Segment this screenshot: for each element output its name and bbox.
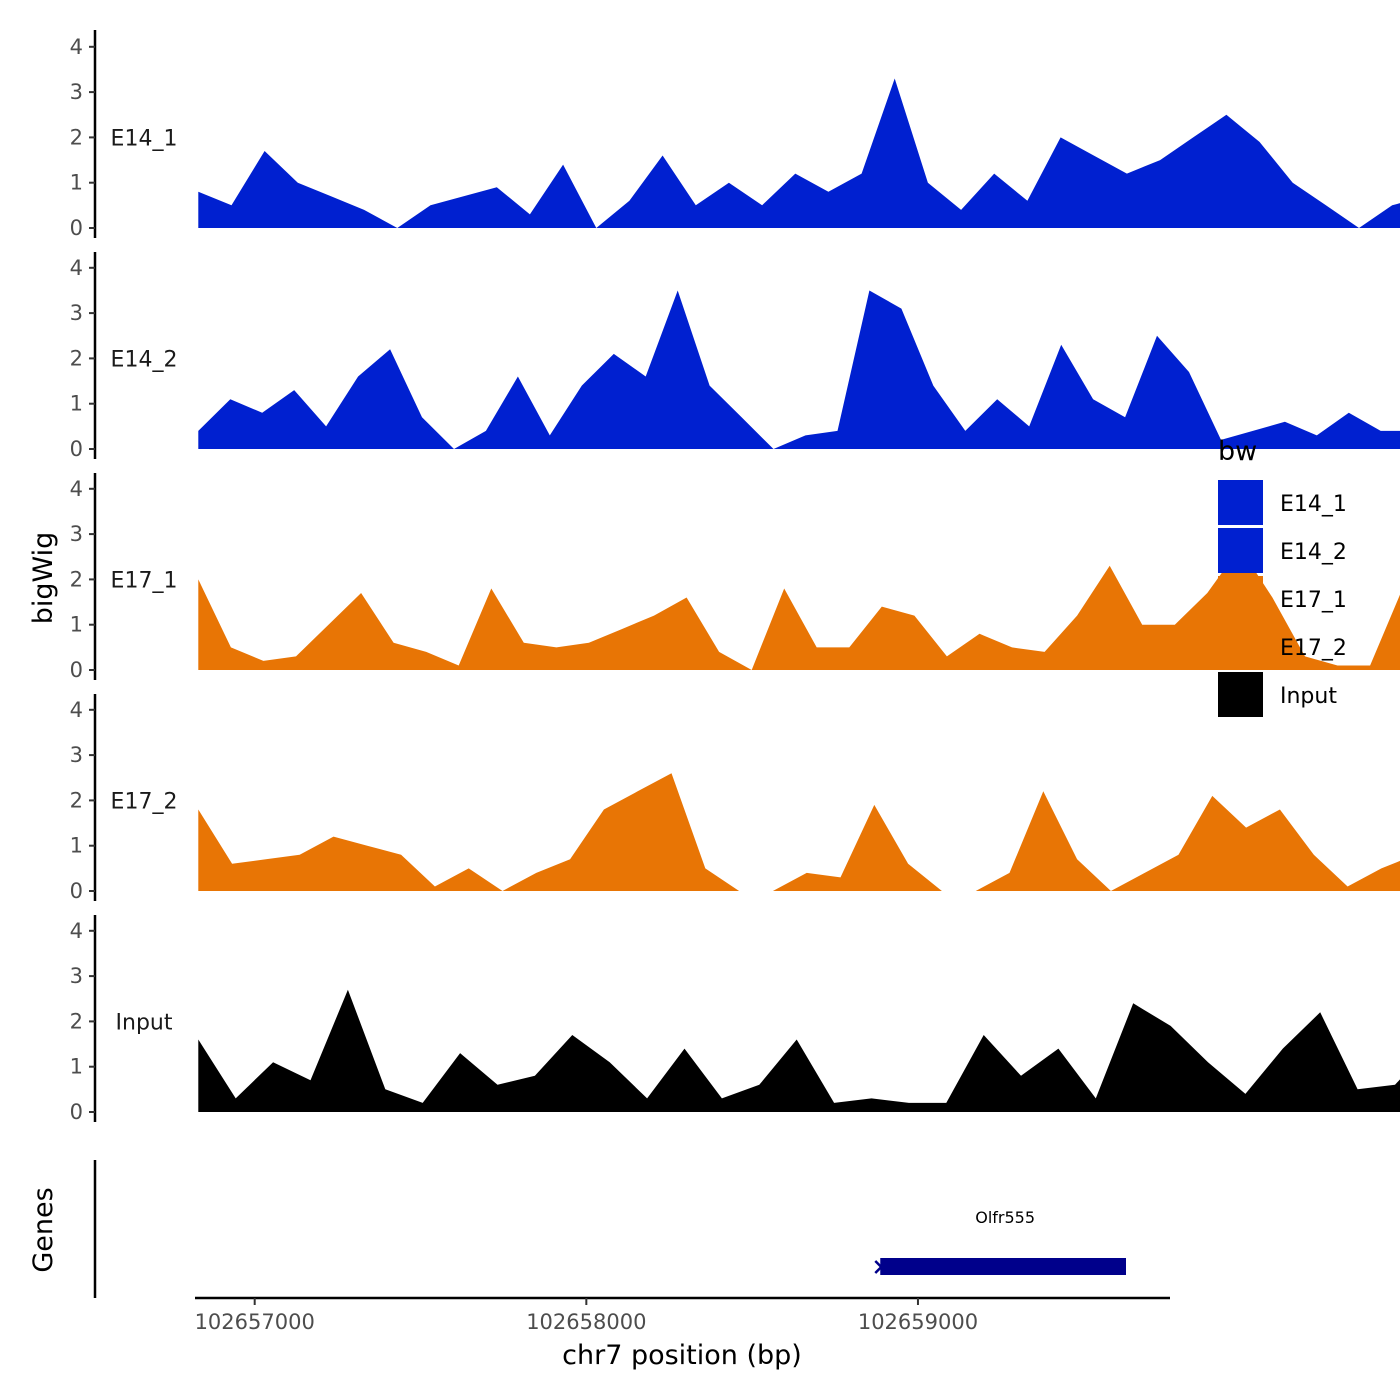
track-e14-2: 0 1 2 3 4 E14_2: [70, 252, 1400, 461]
y-tick-label: 1: [70, 613, 83, 637]
legend-swatch: [1218, 624, 1263, 669]
track-label: E17_1: [111, 568, 178, 593]
legend-entry: E14_2: [1218, 528, 1347, 573]
legend-label: E14_2: [1280, 540, 1347, 565]
y-tick-label: 2: [70, 788, 83, 812]
y-tick-label: 0: [70, 437, 83, 461]
legend-title: bw: [1218, 436, 1257, 467]
y-tick-label: 4: [70, 256, 83, 280]
tracks: 0 1 2 3 4 E14_1 0 1 2 3 4 E14_2 0 1 2 3 4 E17_1 0 1 2 3 4 E17_2…: [70, 30, 1400, 1124]
gene-body: [880, 1258, 1126, 1275]
track-input: 0 1 2 3 4 Input: [70, 915, 1400, 1124]
y-tick-label: 2: [70, 1009, 83, 1033]
track-e14-1: 0 1 2 3 4 E14_1: [70, 30, 1400, 240]
signal-area: [198, 773, 1400, 891]
y-tick-label: 4: [70, 698, 83, 722]
gene-track-title: Genes: [28, 1187, 59, 1272]
signal-area: [198, 78, 1400, 228]
y-tick-label: 1: [70, 171, 83, 195]
y-tick-label: 3: [70, 522, 83, 546]
x-axis: 102657000 102658000 102659000: [195, 1296, 1170, 1334]
signal-area: [198, 989, 1400, 1112]
legend-entry: E17_2: [1218, 624, 1347, 669]
gene-track: Olfr555: [93, 1160, 1126, 1298]
legend-entry: E17_1: [1218, 576, 1347, 621]
legend-label: E17_1: [1280, 588, 1347, 613]
gene: Olfr555: [874, 1208, 1126, 1275]
y-tick-label: 1: [70, 834, 83, 858]
y-tick-label: 4: [70, 919, 83, 943]
signal-area: [198, 290, 1400, 449]
y-tick-label: 3: [70, 80, 83, 104]
y-tick-label: 3: [70, 301, 83, 325]
legend-swatch: [1218, 576, 1263, 621]
track-label: E14_2: [111, 347, 178, 372]
legend-entry: Input: [1218, 672, 1337, 717]
y-tick-label: 0: [70, 216, 83, 240]
signal-area: [198, 547, 1400, 670]
legend-entry: E14_1: [1218, 480, 1347, 525]
track-label: E17_2: [111, 789, 178, 814]
y-tick-label: 0: [70, 1100, 83, 1124]
legend-label: Input: [1280, 684, 1337, 709]
y-tick-label: 1: [70, 1055, 83, 1079]
x-tick-label: 102658000: [526, 1310, 646, 1334]
legend-label: E17_2: [1280, 636, 1347, 661]
legend-label: E14_1: [1280, 492, 1347, 517]
track-e17-2: 0 1 2 3 4 E17_2: [70, 694, 1400, 903]
y-tick-label: 1: [70, 392, 83, 416]
legend: bw E14_1 E14_2 E17_1 E17_2 Input: [1218, 436, 1347, 717]
legend-swatch: [1218, 672, 1263, 717]
y-tick-label: 4: [70, 35, 83, 59]
x-tick-label: 102657000: [195, 1310, 315, 1334]
y-tick-label: 3: [70, 743, 83, 767]
legend-swatch: [1218, 528, 1263, 573]
track-e17-1: 0 1 2 3 4 E17_1: [70, 473, 1400, 682]
y-tick-label: 0: [70, 658, 83, 682]
x-tick-label: 102659000: [858, 1310, 978, 1334]
track-label: E14_1: [111, 126, 178, 151]
y-axis-title: bigWig: [28, 532, 59, 625]
y-tick-label: 2: [70, 125, 83, 149]
gene-strand-arrow: [874, 1260, 884, 1274]
legend-swatch: [1218, 480, 1263, 525]
y-tick-label: 4: [70, 477, 83, 501]
gene-label: Olfr555: [975, 1208, 1035, 1227]
track-label: Input: [116, 1010, 173, 1035]
y-tick-label: 3: [70, 964, 83, 988]
y-tick-label: 2: [70, 346, 83, 370]
y-tick-label: 2: [70, 567, 83, 591]
x-axis-title: chr7 position (bp): [562, 1340, 802, 1371]
y-tick-label: 0: [70, 879, 83, 903]
